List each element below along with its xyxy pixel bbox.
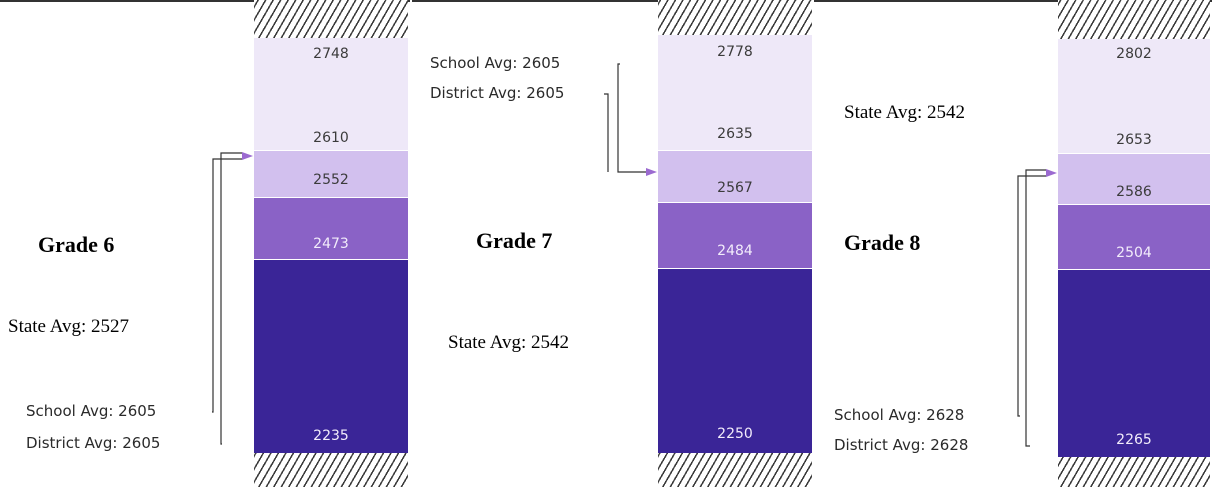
avg-arrow-icon: [646, 168, 657, 176]
grade-6-panel: 2748 2610 2552 2473 2235 Grade 6 State Avg: 25…: [0, 0, 410, 487]
achievement-band-1: [254, 259, 408, 453]
achievement-band-3: [1058, 153, 1210, 205]
top-rule: [0, 0, 410, 2]
threshold-label: 2748: [313, 46, 349, 62]
avg-arrow-icon: [242, 152, 253, 160]
achievement-band-2: [1058, 204, 1210, 270]
threshold-label: 2635: [717, 126, 753, 142]
hatch-cap-bottom: [254, 452, 408, 487]
avg-arrow-icon: [1046, 169, 1057, 177]
state-avg-label: State Avg: 2542: [448, 332, 570, 353]
achievement-band-1: [658, 268, 812, 453]
avg-connector: [1017, 169, 1057, 447]
hatch-cap-bottom: [1058, 456, 1210, 487]
achievement-band-3: [254, 150, 408, 198]
threshold-label: 2653: [1116, 132, 1152, 148]
threshold-label: 2235: [313, 428, 349, 444]
achievement-band-1: [1058, 269, 1210, 457]
grade-title: Grade 8: [844, 230, 921, 255]
avg-connector: [604, 63, 657, 176]
threshold-label: 2250: [717, 426, 753, 442]
district-connector-line: [220, 152, 242, 445]
grade-title: Grade 6: [38, 232, 115, 257]
district-connector-line: [604, 93, 609, 172]
threshold-label: 2610: [313, 130, 349, 146]
school-avg-label: School Avg: 2605: [26, 402, 157, 420]
grade-7-panel: 2778 2635 2567 2484 2250 Grade 7 State Avg: 25…: [412, 0, 812, 487]
grade-8-panel: 2802 2653 2586 2504 2265 Grade 8 State Avg: 25…: [814, 0, 1212, 487]
grade-title: Grade 7: [476, 228, 553, 253]
threshold-label: 2473: [313, 236, 349, 252]
achievement-band-4: [254, 38, 408, 150]
achievement-band-4: [658, 35, 812, 150]
threshold-label: 2567: [717, 180, 753, 196]
top-rule: [412, 0, 812, 2]
achievement-band-3: [658, 150, 812, 203]
threshold-label: 2265: [1116, 432, 1152, 448]
threshold-label: 2778: [717, 44, 753, 60]
threshold-label: 2552: [313, 172, 349, 188]
achievement-band-2: [658, 202, 812, 269]
achievement-band-2: [254, 197, 408, 260]
district-avg-label: District Avg: 2605: [26, 434, 161, 452]
top-rule: [814, 0, 1212, 2]
school-avg-label: School Avg: 2605: [430, 54, 561, 72]
school-connector-line: [212, 158, 242, 413]
threshold-label: 2586: [1116, 184, 1152, 200]
hatch-cap-top: [658, 0, 812, 35]
district-avg-label: District Avg: 2605: [430, 84, 565, 102]
state-avg-label: State Avg: 2527: [8, 316, 130, 337]
district-connector-line: [1025, 169, 1046, 447]
district-avg-label: District Avg: 2628: [834, 436, 969, 454]
threshold-label: 2504: [1116, 245, 1152, 261]
hatch-cap-top: [1058, 0, 1210, 39]
threshold-label: 2802: [1116, 46, 1152, 62]
threshold-label: 2484: [717, 243, 753, 259]
school-connector-line: [1017, 175, 1046, 417]
school-avg-label: School Avg: 2628: [834, 406, 965, 424]
achievement-band-4: [1058, 39, 1210, 153]
school-connector-line: [617, 63, 646, 173]
state-avg-label: State Avg: 2542: [844, 102, 966, 123]
hatch-cap-bottom: [658, 452, 812, 487]
hatch-cap-top: [254, 0, 408, 38]
avg-connector: [212, 152, 253, 445]
